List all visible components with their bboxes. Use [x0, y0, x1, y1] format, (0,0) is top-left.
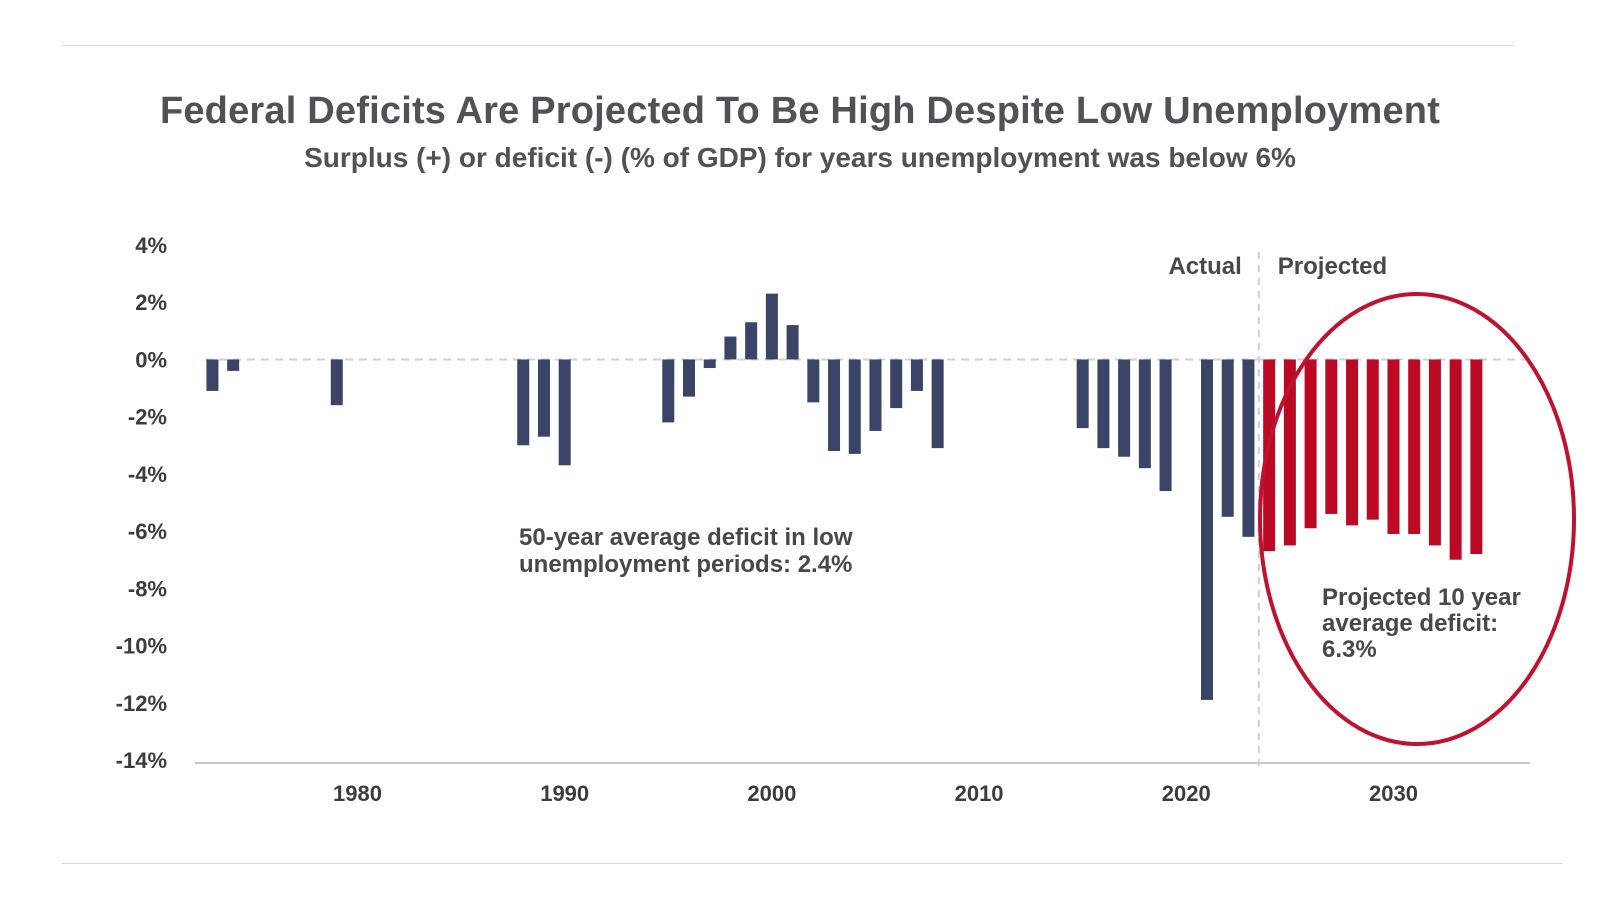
- actual-bar: [848, 359, 861, 454]
- actual-bar: [828, 359, 841, 451]
- y-tick-label: -6%: [128, 519, 167, 544]
- actual-bar: [227, 359, 240, 371]
- bars: [206, 293, 1483, 700]
- projected-bar: [1366, 359, 1379, 520]
- y-tick-label: -8%: [128, 576, 167, 601]
- x-axis-ticks: 1980 1990 2000 2010 2020 2030: [333, 781, 1418, 806]
- actual-bar: [662, 359, 675, 423]
- bottom-divider: [62, 863, 1562, 864]
- historical-average-annotation-line: unemployment periods: 2.4%: [519, 551, 852, 578]
- actual-bar: [745, 322, 758, 360]
- x-tick-label: 2020: [1162, 781, 1211, 806]
- projected-label: Projected: [1278, 253, 1387, 280]
- actual-bar: [910, 359, 923, 391]
- projected-average-annotation-line: 6.3%: [1322, 636, 1377, 663]
- actual-bar: [1242, 359, 1255, 537]
- actual-bar: [683, 359, 695, 397]
- actual-bar: [1076, 359, 1089, 429]
- actual-bar: [1138, 359, 1151, 469]
- chart-title: Federal Deficits Are Projected To Be Hig…: [159, 90, 1441, 132]
- projected-bar: [1325, 359, 1338, 514]
- projected-bar: [1263, 359, 1276, 552]
- actual-bar: [558, 359, 571, 466]
- actual-bar: [807, 359, 820, 403]
- actual-bar: [931, 359, 944, 449]
- x-tick-label: 2010: [955, 781, 1004, 806]
- y-tick-label: 4%: [135, 233, 167, 258]
- x-tick-label: 1990: [540, 781, 589, 806]
- projected-bar: [1304, 359, 1317, 529]
- chart-subtitle: Surplus (+) or deficit (-) (% of GDP) fo…: [304, 142, 1296, 173]
- y-tick-label: -14%: [116, 748, 167, 773]
- projected-bar: [1449, 359, 1462, 560]
- y-tick-label: -4%: [128, 462, 167, 487]
- x-tick-label: 2030: [1369, 781, 1418, 806]
- projected-average-annotation-line: Projected 10 year: [1322, 584, 1521, 611]
- projection-highlight-circle: [1258, 292, 1576, 746]
- projected-bar: [1387, 359, 1400, 534]
- actual-bar: [724, 336, 737, 360]
- projected-bar: [1283, 359, 1296, 546]
- actual-bar: [1097, 359, 1110, 449]
- y-tick-label: -10%: [116, 634, 167, 659]
- annotations: 50-year average deficit in lowunemployme…: [519, 292, 1576, 746]
- actual-bar: [703, 359, 716, 369]
- actual-bar: [330, 359, 343, 406]
- projected-bar: [1428, 359, 1441, 546]
- y-tick-label: -12%: [116, 691, 167, 716]
- y-axis-ticks: 4% 2% 0% -2% -4% -6% -8% -10% -12% -14%: [116, 233, 167, 773]
- actual-bar: [206, 359, 219, 391]
- y-tick-label: 0%: [135, 347, 167, 372]
- y-tick-label: 2%: [135, 290, 167, 315]
- actual-bar: [1118, 359, 1131, 457]
- projected-bar: [1346, 359, 1359, 526]
- x-tick-label: 1980: [333, 781, 382, 806]
- actual-bar: [1221, 359, 1234, 517]
- projected-bar: [1408, 359, 1421, 534]
- historical-average-annotation-line: 50-year average deficit in low: [519, 524, 853, 551]
- actual-bar: [786, 325, 799, 360]
- actual-bar: [1201, 359, 1213, 700]
- actual-label: Actual: [1168, 253, 1241, 280]
- actual-bar: [517, 359, 530, 446]
- x-tick-label: 2000: [747, 781, 796, 806]
- actual-bar: [537, 359, 550, 437]
- actual-bar: [869, 359, 882, 431]
- y-tick-label: -2%: [128, 405, 167, 430]
- actual-bar: [1159, 359, 1172, 492]
- actual-projected-divider-group: Actual Projected: [1168, 252, 1387, 769]
- top-divider: [62, 45, 1514, 46]
- actual-bar: [765, 293, 778, 360]
- projected-average-annotation-line: average deficit:: [1322, 610, 1498, 637]
- projected-bar: [1470, 359, 1483, 554]
- actual-bar: [890, 359, 903, 409]
